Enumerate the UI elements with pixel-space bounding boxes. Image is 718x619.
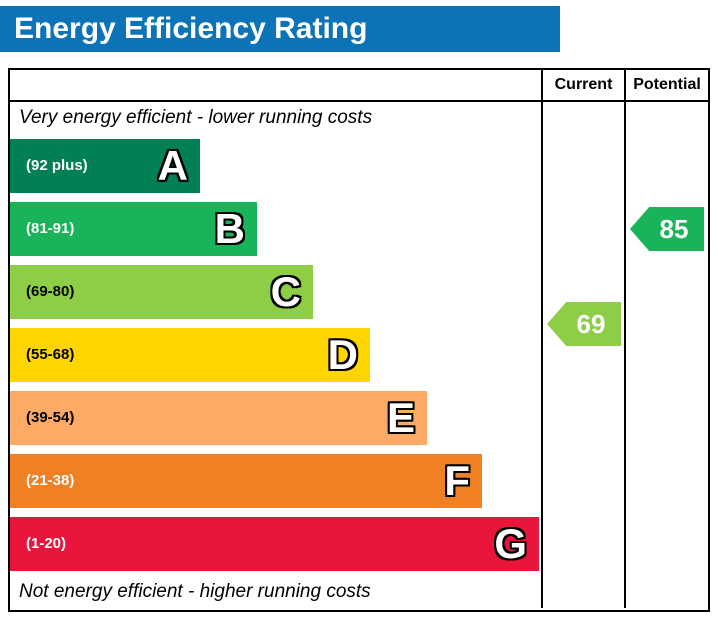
band-range-label: (1-20): [26, 535, 67, 552]
current-rating-value: 69: [576, 308, 606, 339]
potential-column-header: Potential: [633, 76, 701, 93]
band-range-label: (92 plus): [26, 157, 88, 174]
band-range-label: (69-80): [26, 283, 75, 300]
band-range-label: (21-38): [26, 472, 75, 489]
chart-title: Energy Efficiency Rating: [14, 12, 368, 45]
current-column-header: Current: [543, 70, 626, 100]
chart-title-bar: Energy Efficiency Rating: [0, 6, 560, 52]
potential-column: 85: [626, 102, 708, 608]
band-letter: A: [157, 141, 188, 189]
table-header-row: Current Potential: [10, 70, 708, 102]
potential-rating-arrow: 85: [630, 207, 704, 251]
current-column: 69: [543, 102, 626, 608]
band-range-label: (39-54): [26, 409, 75, 426]
band-letter: F: [444, 456, 470, 504]
band-range-label: (55-68): [26, 346, 75, 363]
bands-area: Very energy efficient - lower running co…: [10, 102, 543, 608]
band-range-label: (81-91): [26, 220, 75, 237]
bottom-note: Not energy efficient - higher running co…: [19, 581, 371, 602]
band-letter: B: [214, 204, 245, 252]
band-row-b: (81-91) B: [10, 197, 541, 260]
chart-column-header: [10, 70, 543, 100]
band-row-f: (21-38) F: [10, 449, 541, 512]
band-row-d: (55-68) D: [10, 323, 541, 386]
band-bar-e: (39-54) E: [10, 390, 427, 445]
band-bar-c: (69-80) C: [10, 264, 313, 319]
band-letter: E: [386, 393, 415, 441]
band-bar-g: (1-20) G: [10, 516, 539, 571]
band-row-c: (69-80) C: [10, 260, 541, 323]
band-row-e: (39-54) E: [10, 386, 541, 449]
band-row-g: (1-20) G: [10, 512, 541, 575]
band-letter: C: [270, 267, 301, 315]
band-bar-a: (92 plus) A: [10, 138, 200, 193]
current-rating-arrow: 69: [547, 302, 621, 346]
band-letter: D: [327, 330, 358, 378]
potential-rating-value: 85: [659, 213, 689, 244]
table-body: Very energy efficient - lower running co…: [10, 102, 708, 608]
band-bar-d: (55-68) D: [10, 327, 370, 382]
band-letter: G: [494, 519, 527, 567]
band-bar-f: (21-38) F: [10, 453, 482, 508]
rating-table: Current Potential Very energy efficient …: [8, 68, 710, 612]
band-bar-b: (81-91) B: [10, 201, 257, 256]
top-note: Very energy efficient - lower running co…: [19, 107, 373, 128]
band-row-a: (92 plus) A: [10, 134, 541, 197]
